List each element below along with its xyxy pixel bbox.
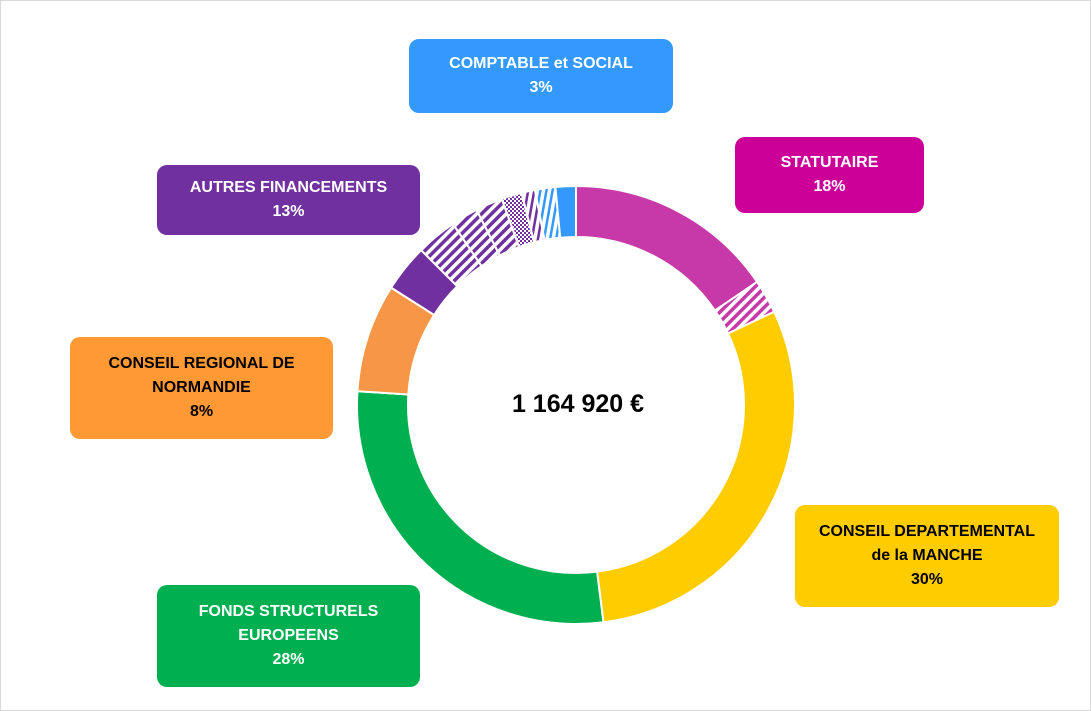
label-autres-percent: 13% — [272, 203, 305, 220]
label-statutaire-title: STATUTAIRE — [780, 154, 879, 171]
label-box-autres: AUTRES FINANCEMENTS 13% — [157, 165, 420, 235]
label-box-fonds: FONDS STRUCTURELS EUROPEENS 28% — [157, 585, 420, 687]
donut-slices — [356, 184, 796, 625]
label-autres-title: AUTRES FINANCEMENTS — [189, 179, 388, 196]
center-total: 1 164 920 € — [511, 390, 645, 418]
label-comptable-percent: 3% — [529, 79, 553, 96]
label-box-departemental: CONSEIL DEPARTEMENTAL de la MANCHE 30% — [795, 505, 1059, 607]
label-departemental-title-2: de la MANCHE — [871, 547, 983, 564]
label-regional-title-2: NORMANDIE — [152, 379, 251, 396]
donut-slice-12 — [554, 184, 577, 239]
label-statutaire-percent: 18% — [813, 178, 846, 195]
label-fonds-title-1: FONDS STRUCTURELS — [198, 603, 379, 620]
label-box-comptable: COMPTABLE et SOCIAL 3% — [409, 39, 673, 113]
label-comptable-title: COMPTABLE et SOCIAL — [449, 55, 633, 72]
label-box-regional: CONSEIL REGIONAL DE NORMANDIE 8% — [70, 337, 333, 439]
label-fonds-title-2: EUROPEENS — [238, 627, 339, 644]
label-box-statutaire: STATUTAIRE 18% — [735, 137, 924, 213]
donut-slice-0 — [575, 184, 759, 312]
donut-slice-2 — [595, 310, 796, 624]
label-departemental-title-1: CONSEIL DEPARTEMENTAL — [818, 523, 1035, 540]
label-regional-title-1: CONSEIL REGIONAL DE — [108, 355, 295, 372]
label-regional-percent: 8% — [189, 403, 214, 420]
label-fonds-percent: 28% — [272, 651, 305, 668]
label-departemental-percent: 30% — [910, 571, 944, 588]
